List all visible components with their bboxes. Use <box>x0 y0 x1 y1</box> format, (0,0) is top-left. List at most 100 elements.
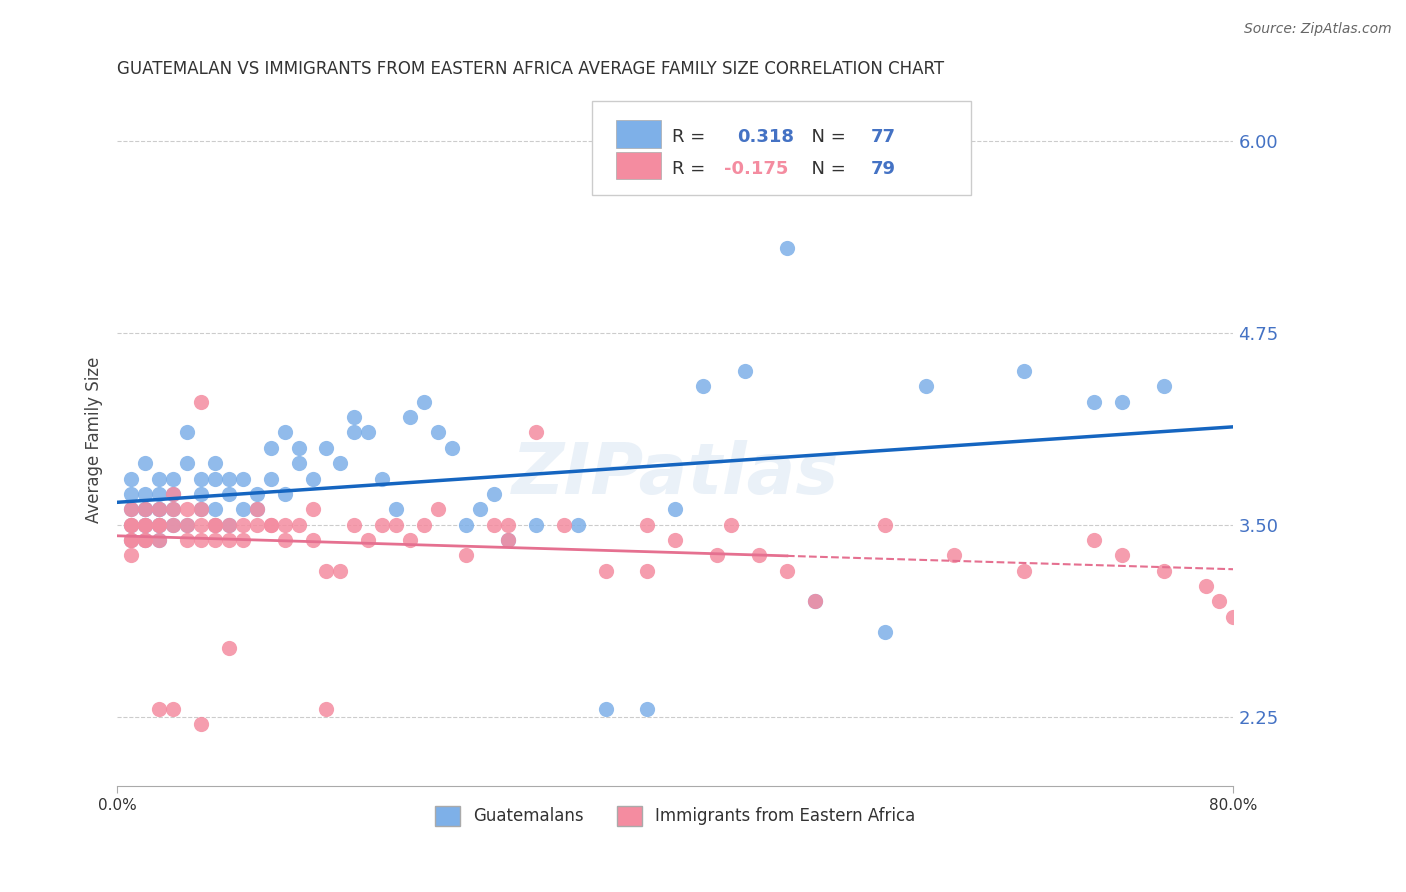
Point <box>246 502 269 516</box>
Point <box>315 564 337 578</box>
Point <box>776 564 799 578</box>
Point <box>595 564 617 578</box>
Text: 77: 77 <box>870 128 896 146</box>
Point <box>148 533 170 547</box>
Point <box>218 533 240 547</box>
Point <box>1111 394 1133 409</box>
Point <box>204 533 226 547</box>
Point <box>218 487 240 501</box>
Point <box>287 517 309 532</box>
Point <box>287 456 309 470</box>
Point <box>385 517 408 532</box>
Point <box>148 502 170 516</box>
Point <box>357 425 380 440</box>
Point <box>441 441 464 455</box>
Point <box>120 502 142 516</box>
Point <box>636 517 658 532</box>
Text: Source: ZipAtlas.com: Source: ZipAtlas.com <box>1244 22 1392 37</box>
Text: GUATEMALAN VS IMMIGRANTS FROM EASTERN AFRICA AVERAGE FAMILY SIZE CORRELATION CHA: GUATEMALAN VS IMMIGRANTS FROM EASTERN AF… <box>117 60 945 78</box>
Point <box>232 471 254 485</box>
Point <box>468 502 491 516</box>
Point <box>260 517 283 532</box>
Point <box>162 702 184 716</box>
Point <box>427 502 450 516</box>
Point <box>190 487 212 501</box>
Point <box>385 502 408 516</box>
Point <box>1153 379 1175 393</box>
Point <box>636 564 658 578</box>
FancyBboxPatch shape <box>616 120 661 148</box>
Point <box>734 364 756 378</box>
Point <box>148 517 170 532</box>
Point <box>148 702 170 716</box>
Point <box>873 625 896 640</box>
Point <box>148 487 170 501</box>
Y-axis label: Average Family Size: Average Family Size <box>86 357 103 524</box>
Point <box>120 517 142 532</box>
Point <box>134 517 156 532</box>
Point <box>413 394 436 409</box>
Point <box>204 456 226 470</box>
Point <box>218 640 240 655</box>
Text: N =: N = <box>800 128 852 146</box>
Point <box>232 533 254 547</box>
Point <box>162 487 184 501</box>
Point <box>218 471 240 485</box>
Text: 79: 79 <box>870 160 896 178</box>
Point <box>273 487 295 501</box>
Point <box>120 517 142 532</box>
Point <box>287 441 309 455</box>
Point <box>190 471 212 485</box>
Legend: Guatemalans, Immigrants from Eastern Africa: Guatemalans, Immigrants from Eastern Afr… <box>429 799 922 833</box>
Point <box>176 425 198 440</box>
Point <box>1208 594 1230 608</box>
Point <box>301 533 323 547</box>
Point <box>134 533 156 547</box>
Point <box>427 425 450 440</box>
Point <box>162 517 184 532</box>
Point <box>301 502 323 516</box>
Point <box>148 533 170 547</box>
Point <box>1083 394 1105 409</box>
Point <box>1083 533 1105 547</box>
Point <box>134 517 156 532</box>
Point <box>148 502 170 516</box>
Point <box>496 533 519 547</box>
Point <box>720 517 742 532</box>
Point <box>134 502 156 516</box>
Point <box>134 502 156 516</box>
Point <box>664 502 686 516</box>
FancyBboxPatch shape <box>592 102 972 194</box>
Point <box>482 487 505 501</box>
Point <box>496 517 519 532</box>
Point <box>692 379 714 393</box>
Point <box>553 517 575 532</box>
Point <box>804 594 827 608</box>
Point <box>134 487 156 501</box>
Point <box>134 502 156 516</box>
Point <box>162 471 184 485</box>
Point <box>1222 609 1244 624</box>
Point <box>190 517 212 532</box>
Point <box>190 502 212 516</box>
Point <box>120 533 142 547</box>
Point <box>1012 564 1035 578</box>
Point <box>204 471 226 485</box>
Text: R =: R = <box>672 128 711 146</box>
Point <box>162 517 184 532</box>
Point <box>120 517 142 532</box>
Point <box>120 471 142 485</box>
Text: 0.318: 0.318 <box>737 128 794 146</box>
Point <box>595 702 617 716</box>
Point <box>776 241 799 255</box>
Point <box>204 517 226 532</box>
Point <box>176 517 198 532</box>
Point <box>524 425 547 440</box>
Point <box>706 549 728 563</box>
Point <box>329 456 352 470</box>
Point <box>120 487 142 501</box>
Point <box>371 517 394 532</box>
Point <box>232 517 254 532</box>
Point <box>218 517 240 532</box>
Point <box>134 517 156 532</box>
